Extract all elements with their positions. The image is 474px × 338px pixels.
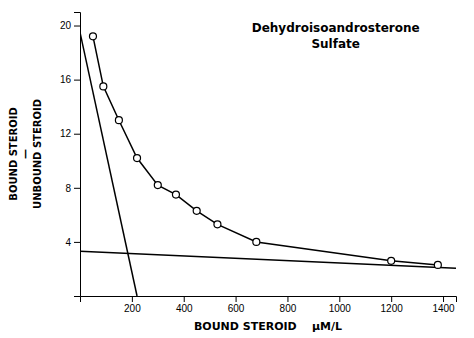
x-tick: 600 (228, 296, 245, 314)
y-axis: 4 8 12 16 20 (60, 13, 81, 297)
x-axis-label: BOUND STEROID μM/L (194, 320, 342, 333)
y-tick: 16 (60, 74, 80, 85)
line (80, 32, 137, 296)
x-tick-mark (184, 296, 185, 302)
x-tick: 1200 (381, 296, 404, 314)
point (193, 207, 200, 214)
x-tick-label: 200 (124, 303, 141, 314)
y-axis-label-line: — (20, 149, 31, 159)
y-tick-mark (74, 80, 80, 81)
x-axis-line (81, 297, 457, 303)
y-tick-mark (74, 134, 80, 135)
marks (80, 32, 456, 296)
point (388, 257, 395, 264)
y-axis-label-line: BOUND STEROID (8, 107, 19, 200)
x-tick: 200 (124, 296, 141, 314)
y-axis-label-line: UNBOUND STEROID (32, 99, 43, 209)
point (154, 182, 161, 189)
point (172, 191, 179, 198)
point (89, 33, 96, 40)
y-tick: 8 (65, 183, 80, 194)
y-axis-label: BOUND STEROID—UNBOUND STEROID (8, 99, 43, 209)
title: Dehydroisoandrosterone (252, 21, 420, 35)
x-tick: 400 (176, 296, 193, 314)
x-tick-mark (132, 296, 133, 302)
line (93, 36, 438, 265)
point (134, 155, 141, 162)
x-axis: 200 400 600 800 1000 1200 1400 (81, 296, 457, 314)
y-tick: 12 (60, 128, 80, 139)
y-tick-label: 20 (60, 20, 72, 31)
y-axis-line (74, 13, 81, 297)
x-tick-mark (287, 296, 288, 302)
point (115, 117, 122, 124)
y-tick-label: 4 (65, 237, 71, 248)
y-tick-label: 12 (60, 128, 72, 139)
series-group (80, 32, 456, 296)
x-tick-label: 1000 (329, 303, 352, 314)
x-tick-mark (391, 296, 392, 302)
point (434, 261, 441, 268)
x-tick: 1000 (329, 296, 352, 314)
point (214, 221, 221, 228)
x-tick-mark (443, 296, 444, 302)
plot: 200 400 600 800 1000 1200 1400 4 8 12 16 20 (60, 13, 457, 315)
point (253, 238, 260, 245)
x-tick-mark (339, 296, 340, 302)
y-tick-mark (74, 242, 80, 243)
x-tick-label: 1400 (432, 303, 455, 314)
point (100, 83, 107, 90)
x-tick: 800 (280, 296, 297, 314)
y-tick: 4 (65, 237, 80, 248)
x-tick-label: 800 (280, 303, 297, 314)
x-tick-mark (236, 296, 237, 302)
x-tick-label: 400 (176, 303, 193, 314)
subtitle: Sulfate (311, 37, 360, 51)
chart: 200 400 600 800 1000 1200 1400 4 8 12 16 20 Dehydroi… (0, 0, 474, 338)
y-tick-mark (74, 26, 80, 27)
y-tick-label: 16 (60, 74, 72, 85)
y-tick: 20 (60, 20, 80, 31)
x-tick-label: 600 (228, 303, 245, 314)
y-tick-mark (74, 188, 80, 189)
line (80, 251, 456, 268)
y-tick-label: 8 (65, 183, 71, 194)
x-tick: 1400 (432, 296, 455, 314)
x-tick-label: 1200 (381, 303, 404, 314)
